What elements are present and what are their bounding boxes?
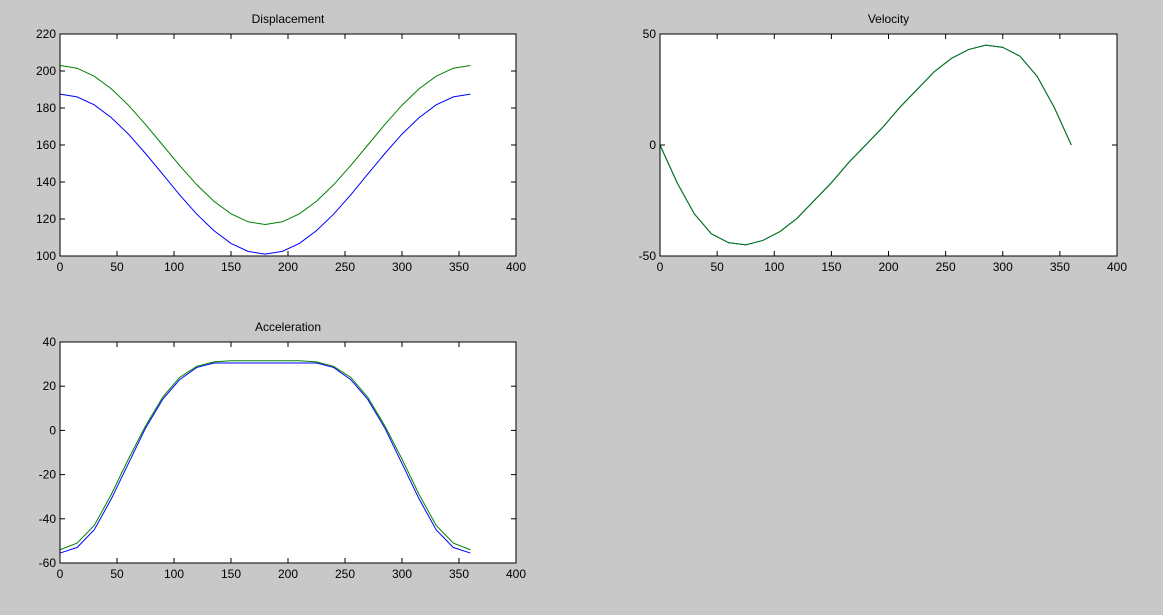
x-tick-label: 350: [1050, 260, 1070, 274]
y-tick-label: 200: [36, 64, 56, 78]
y-tick-label: 140: [36, 175, 56, 189]
y-tick-label: -50: [639, 249, 657, 263]
y-tick-label: 0: [649, 138, 656, 152]
x-tick-label: 350: [449, 567, 469, 581]
axes-box: [659, 33, 1118, 257]
x-tick-label: 50: [110, 567, 124, 581]
y-tick-label: 0: [49, 423, 56, 437]
y-tick-label: 160: [36, 138, 56, 152]
series-line: [59, 360, 471, 551]
x-tick-label: 50: [110, 260, 124, 274]
series-line: [59, 64, 471, 226]
y-tick-label: -20: [39, 468, 57, 482]
y-tick-label: 20: [43, 379, 57, 393]
series-line: [659, 44, 1072, 246]
x-tick-label: 300: [993, 260, 1013, 274]
chart-title: Acceleration: [255, 320, 321, 334]
y-tick-label: -60: [39, 556, 57, 570]
x-tick-label: 0: [57, 567, 64, 581]
x-tick-label: 0: [657, 260, 664, 274]
x-tick-label: 200: [278, 567, 298, 581]
x-tick-label: 400: [1107, 260, 1127, 274]
x-tick-label: 350: [449, 260, 469, 274]
y-tick-label: 180: [36, 101, 56, 115]
chart-title: Displacement: [252, 12, 325, 26]
x-tick-label: 100: [164, 567, 184, 581]
y-tick-label: 220: [36, 27, 56, 41]
y-tick-label: 100: [36, 249, 56, 263]
y-tick-label: 50: [643, 27, 657, 41]
series-line: [59, 93, 471, 255]
y-tick-label: 40: [43, 335, 57, 349]
axes-background: [60, 34, 516, 256]
x-tick-label: 250: [335, 567, 355, 581]
axes-background: [660, 34, 1117, 256]
x-tick-label: 100: [164, 260, 184, 274]
y-tick-label: 120: [36, 212, 56, 226]
x-tick-label: 300: [392, 260, 412, 274]
axes-box: [59, 33, 517, 257]
x-tick-label: 200: [278, 260, 298, 274]
x-tick-label: 400: [506, 567, 526, 581]
y-tick-label: -40: [39, 512, 57, 526]
x-tick-label: 50: [710, 260, 724, 274]
x-tick-label: 250: [936, 260, 956, 274]
x-tick-label: 250: [335, 260, 355, 274]
x-tick-label: 300: [392, 567, 412, 581]
x-tick-label: 150: [221, 567, 241, 581]
x-tick-label: 0: [57, 260, 64, 274]
chart-title: Velocity: [868, 12, 909, 26]
x-tick-label: 400: [506, 260, 526, 274]
x-tick-label: 200: [878, 260, 898, 274]
x-tick-label: 150: [221, 260, 241, 274]
axes-background: [60, 342, 516, 563]
axes-box: [59, 341, 517, 564]
series-line: [59, 362, 471, 554]
x-tick-label: 100: [764, 260, 784, 274]
x-tick-label: 150: [821, 260, 841, 274]
